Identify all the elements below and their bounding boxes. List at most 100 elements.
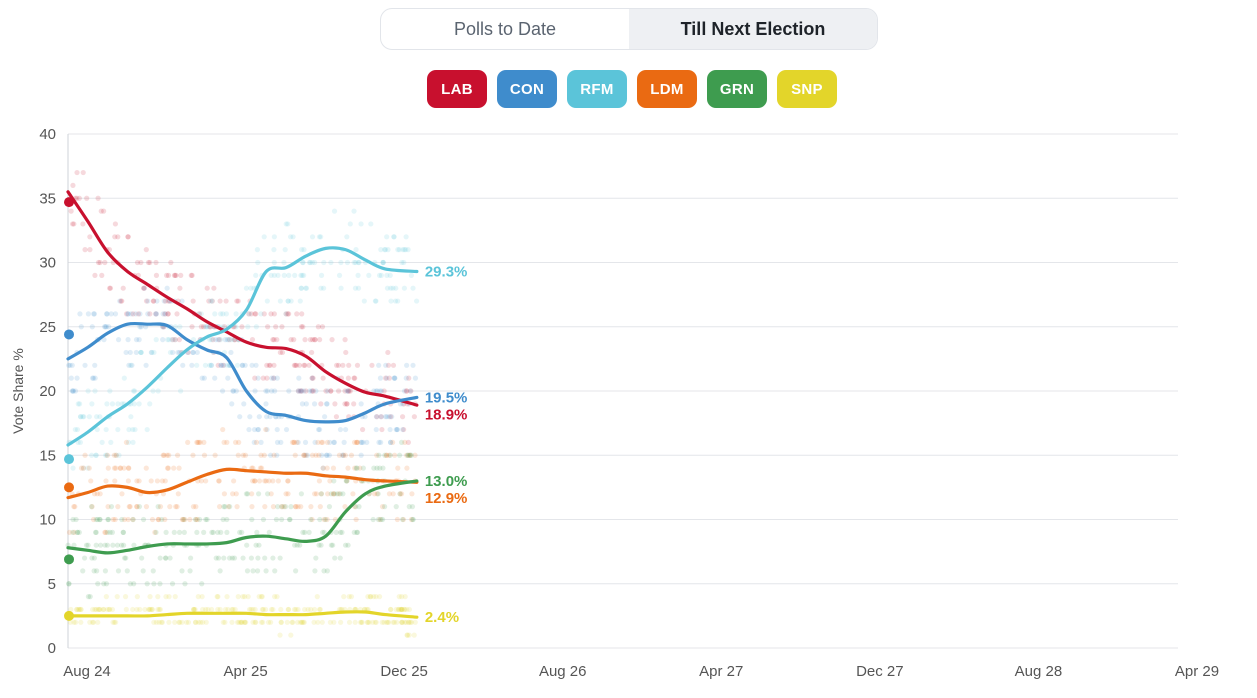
poll-dot <box>247 414 253 420</box>
poll-dot <box>384 272 390 278</box>
chip-rfm[interactable]: RFM <box>567 70 627 108</box>
poll-dot <box>271 259 277 266</box>
poll-dot <box>172 337 178 343</box>
poll-dot <box>274 594 280 600</box>
poll-dot <box>279 324 285 330</box>
poll-dot <box>408 452 414 458</box>
poll-dot <box>399 606 405 613</box>
chip-grn[interactable]: GRN <box>707 70 767 108</box>
poll-dot <box>157 606 163 613</box>
poll-dot <box>377 465 383 471</box>
poll-dot <box>399 259 405 266</box>
poll-dot <box>354 529 360 535</box>
poll-dot <box>157 504 164 510</box>
poll-dot <box>160 311 166 317</box>
poll-dot <box>75 401 81 407</box>
poll-dot <box>72 504 78 510</box>
poll-dot <box>102 529 108 535</box>
poll-dot <box>403 234 409 240</box>
chip-lab[interactable]: LAB <box>427 70 487 108</box>
poll-dot <box>302 452 308 458</box>
poll-dot <box>298 285 305 291</box>
poll-dot <box>404 388 410 394</box>
poll-dot <box>309 349 315 356</box>
poll-dot <box>97 516 103 523</box>
poll-dot <box>237 414 243 420</box>
poll-dot <box>88 504 95 510</box>
poll-dot <box>265 324 271 330</box>
till-next-election-tab[interactable]: Till Next Election <box>629 9 877 49</box>
poll-dot <box>95 606 101 613</box>
poll-dot <box>334 491 340 497</box>
poll-dot <box>100 606 106 613</box>
poll-dot <box>156 619 162 625</box>
end-label-snp: 2.4% <box>425 609 459 626</box>
chip-con[interactable]: CON <box>497 70 557 108</box>
chip-snp[interactable]: SNP <box>777 70 837 108</box>
poll-dot <box>185 619 192 625</box>
poll-dot <box>236 439 242 445</box>
poll-dot <box>69 388 75 394</box>
poll-dot <box>209 298 215 304</box>
poll-dot <box>163 555 169 561</box>
poll-dot <box>354 362 361 368</box>
poll-dot <box>134 504 140 510</box>
y-tick-label: 15 <box>39 447 56 464</box>
poll-dot <box>317 504 323 510</box>
poll-dot <box>82 247 88 253</box>
poll-dot <box>367 594 373 600</box>
poll-dot <box>159 478 165 484</box>
poll-dot <box>224 439 230 445</box>
poll-dot <box>221 362 227 368</box>
poll-dot <box>66 529 73 535</box>
poll-dot <box>98 542 104 548</box>
poll-dot <box>209 298 215 304</box>
poll-dot <box>298 504 304 510</box>
poll-dot <box>313 555 319 561</box>
polls-to-date-tab[interactable]: Polls to Date <box>453 18 557 39</box>
poll-dot <box>299 247 305 253</box>
poll-dot <box>343 478 349 484</box>
poll-dot <box>323 388 329 394</box>
poll-dot <box>215 337 221 343</box>
poll-dot <box>261 452 267 458</box>
poll-dot <box>74 426 81 433</box>
poll-dot <box>344 478 350 484</box>
poll-dot <box>125 337 131 343</box>
poll-dot <box>364 619 370 625</box>
poll-dot <box>300 529 306 535</box>
poll-dot <box>166 452 172 458</box>
poll-dot <box>337 426 344 433</box>
poll-dot <box>351 529 357 535</box>
poll-dot <box>201 529 207 535</box>
poll-dot <box>125 478 131 484</box>
poll-dot <box>131 581 137 587</box>
poll-dot <box>226 337 232 343</box>
poll-dot <box>390 439 396 445</box>
poll-dot <box>223 298 229 304</box>
poll-dot <box>275 478 281 484</box>
poll-dot <box>158 619 165 625</box>
poll-dot <box>71 619 77 625</box>
poll-dot <box>346 388 352 394</box>
poll-dot <box>200 324 207 330</box>
chip-ldm[interactable]: LDM <box>637 70 697 108</box>
poll-dot <box>242 619 248 625</box>
poll-dot <box>239 362 246 368</box>
poll-dot <box>98 208 104 214</box>
poll-dot <box>206 324 212 330</box>
poll-dot <box>250 619 256 625</box>
poll-dot <box>94 426 100 433</box>
poll-dot <box>192 619 199 625</box>
poll-dot <box>189 324 195 330</box>
poll-dot <box>222 606 229 613</box>
poll-dot <box>121 542 127 548</box>
poll-dot <box>385 247 391 253</box>
poll-dot <box>97 516 103 523</box>
poll-dot <box>225 504 232 510</box>
poll-dot <box>259 606 265 613</box>
poll-dot <box>308 606 314 613</box>
poll-dot <box>326 452 332 458</box>
poll-dot <box>74 375 80 381</box>
poll-dot <box>285 311 291 317</box>
